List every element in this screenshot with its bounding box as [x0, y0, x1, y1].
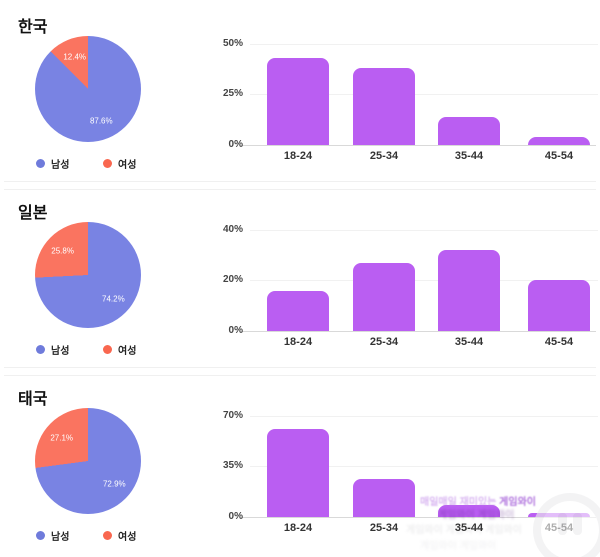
legend-item-female: 여성: [103, 529, 137, 543]
y-axis-tick: 25%: [222, 88, 243, 99]
legend-label-male: 남성: [51, 160, 70, 171]
section-divider: [4, 375, 596, 376]
bar-45-54: [528, 137, 590, 145]
x-axis-label: 45-54: [544, 150, 574, 162]
male-color-dot: [36, 159, 45, 168]
bar-35-44: [438, 250, 500, 331]
gender-pie-chart: [35, 36, 141, 142]
y-axis-tick: 70%: [222, 410, 243, 421]
y-axis-tick: 20%: [222, 274, 243, 285]
legend-label-male: 남성: [51, 532, 70, 543]
x-axis-label: 25-34: [369, 150, 399, 162]
female-color-dot: [103, 345, 112, 354]
section-divider: [4, 367, 596, 368]
gridline: [250, 230, 598, 231]
bar-18-24: [267, 58, 329, 145]
gridline: [250, 280, 598, 281]
gridline: [250, 94, 598, 95]
x-axis-label: 35-44: [454, 336, 484, 348]
pie-label-female: 12.4%: [63, 52, 87, 62]
gridline: [250, 466, 598, 467]
legend-item-male: 남성: [36, 157, 70, 171]
legend-item-female: 여성: [103, 343, 137, 357]
x-axis-label: 18-24: [283, 150, 313, 162]
country-title: 한국: [18, 19, 48, 36]
section-divider: [4, 181, 596, 182]
y-axis-tick: 40%: [222, 224, 243, 235]
y-axis-tick: 35%: [222, 460, 243, 471]
x-axis-label: 25-34: [369, 522, 399, 534]
y-axis-tick: 0%: [228, 511, 243, 522]
y-axis-tick: 0%: [228, 139, 243, 150]
x-axis-line: [240, 145, 596, 146]
watermark-circle-logo-icon: [533, 493, 600, 557]
country-title: 일본: [18, 205, 48, 222]
legend-item-female: 여성: [103, 157, 137, 171]
bar-25-34: [353, 263, 415, 331]
legend-label-male: 남성: [51, 346, 70, 357]
pie-label-male: 74.2%: [102, 294, 125, 304]
x-axis-label: 25-34: [369, 336, 399, 348]
female-color-dot: [103, 159, 112, 168]
bar-35-44: [438, 117, 500, 145]
pie-label-female: 27.1%: [50, 433, 74, 443]
gridline: [250, 44, 598, 45]
bar-18-24: [267, 291, 329, 331]
y-axis-tick: 0%: [228, 325, 243, 336]
male-color-dot: [36, 531, 45, 540]
pie-label-male: 72.9%: [102, 479, 126, 489]
bar-25-34: [353, 479, 415, 517]
legend-label-female: 여성: [118, 160, 137, 171]
legend-item-male: 남성: [36, 529, 70, 543]
bar-45-54: [528, 280, 590, 331]
legend-label-female: 여성: [118, 346, 137, 357]
bar-25-34: [353, 68, 415, 145]
gridline: [250, 416, 598, 417]
country-section: 태국72.9%27.1%남성여성70%35%0%18-2425-3435-444…: [0, 372, 600, 557]
country-section: 일본 74.2% 25.8% 남성 여성 40% 20% 0% 18-24 25-34 35-44 4…: [0, 186, 600, 371]
bar-18-24: [267, 429, 329, 517]
country-section: 한국 87.6% 12.4% 남성 여성 50% 25% 0% 18-24 25-34 35-44 4…: [0, 0, 600, 185]
x-axis-label: 35-44: [454, 150, 484, 162]
x-axis-label: 35-44: [454, 522, 484, 534]
gender-pie-chart: [35, 222, 141, 328]
x-axis-label: 18-24: [283, 336, 313, 348]
legend-label-female: 여성: [118, 532, 137, 543]
x-axis-line: [240, 331, 596, 332]
bar-35-44: [438, 505, 500, 517]
y-axis-tick: 50%: [222, 38, 243, 49]
pie-label-male: 87.6%: [89, 116, 113, 126]
female-color-dot: [103, 531, 112, 540]
x-axis-label: 45-54: [544, 336, 574, 348]
legend-item-male: 남성: [36, 343, 70, 357]
section-divider: [4, 189, 596, 190]
country-title: 태국: [18, 391, 48, 408]
pie-label-female: 25.8%: [51, 246, 74, 256]
x-axis-line: [240, 517, 596, 518]
male-color-dot: [36, 345, 45, 354]
x-axis-label: 18-24: [283, 522, 313, 534]
gender-pie-chart: [35, 408, 141, 514]
